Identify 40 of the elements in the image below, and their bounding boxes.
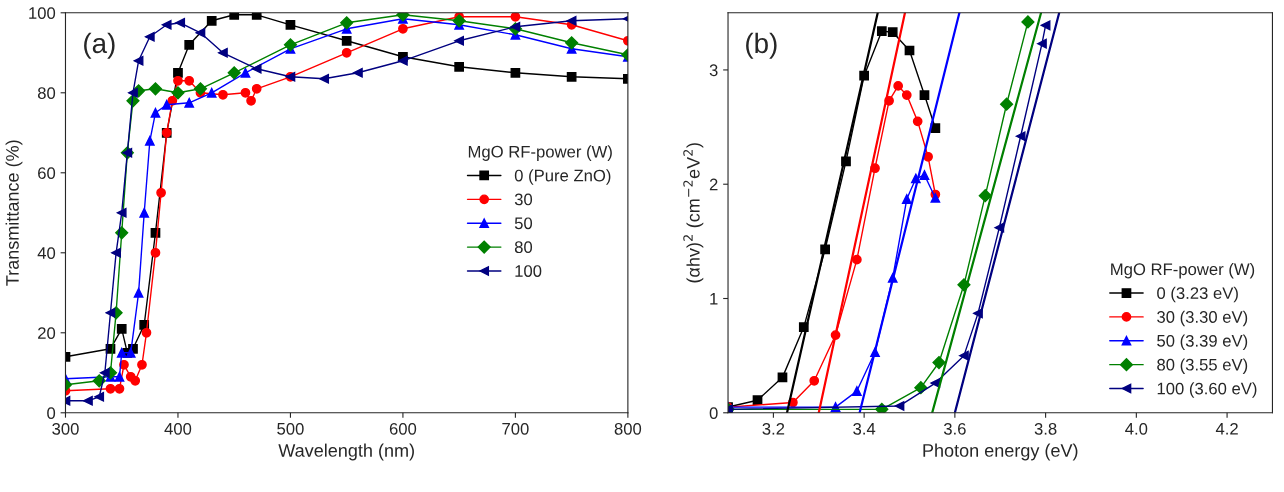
y-tick-label: 2 — [709, 178, 718, 191]
y-tick-label: 0 — [47, 407, 56, 419]
annotation: (a) — [84, 32, 115, 59]
x-tick-label: 500 — [277, 422, 304, 435]
x-axis-title: Photon energy (eV) — [923, 443, 1078, 461]
legend-title: MgO RF-power (W) — [1111, 262, 1255, 279]
x-tick-label: 400 — [164, 422, 192, 435]
x-tick-label: 4.2 — [1215, 422, 1238, 435]
x-tick-label: 3.6 — [943, 422, 966, 435]
x-axis-title: Wavelength (nm) — [278, 443, 414, 461]
y-tick-label: 0 — [709, 407, 718, 419]
y-tick-label: 40 — [37, 247, 56, 259]
annotation: (b) — [746, 32, 777, 59]
x-tick-label: 600 — [389, 422, 417, 435]
x-tick-label: 800 — [614, 422, 642, 435]
y-tick-label: 100 — [29, 7, 56, 19]
x-tick-label: 3.4 — [853, 422, 876, 435]
y-tick-label: 3 — [709, 64, 718, 77]
y-axis-title: (αhv)$^{2}$ (cm$^{−2}$eV$^{2}$) — [683, 143, 704, 283]
legend-label: 0 (3.23 eV) — [1157, 286, 1238, 303]
legend-label: 0 (Pure ZnO) — [514, 169, 611, 185]
x-tick-label: 4.0 — [1125, 422, 1148, 435]
y-tick-label: 1 — [710, 293, 718, 305]
y-tick-label: 20 — [38, 327, 56, 339]
x-tick-label: 300 — [52, 422, 79, 435]
legend-label: 30 — [514, 193, 533, 206]
legend-label: 100 (3.60 eV) — [1157, 382, 1257, 398]
y-tick-label: 60 — [38, 167, 56, 179]
legend-title: MgO RF-power (W) — [468, 145, 612, 161]
legend-label: 30 (3.30 eV) — [1157, 310, 1248, 327]
legend-label: 50 (3.39 eV) — [1157, 334, 1248, 351]
y-axis-title: Transmittance (%) — [5, 140, 23, 286]
x-tick-label: 700 — [502, 422, 529, 435]
x-tick-label: 3.2 — [762, 422, 785, 435]
legend-label: 50 — [514, 217, 533, 230]
x-tick-label: 3.8 — [1034, 422, 1057, 435]
legend-label: 80 — [514, 241, 533, 254]
legend-label: 100 — [515, 265, 542, 277]
y-tick-label: 80 — [37, 87, 56, 99]
legend-label: 80 (3.55 eV) — [1157, 358, 1248, 374]
